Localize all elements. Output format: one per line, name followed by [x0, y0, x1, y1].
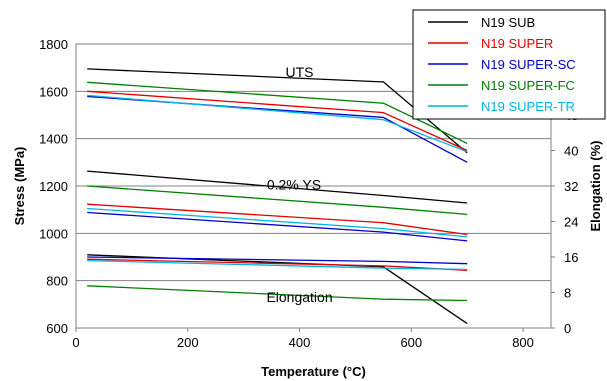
- legend-entry: N19 SUB: [481, 15, 535, 30]
- series-line-n19-super-fc-ys: [87, 185, 468, 216]
- y-tick-label: 1800: [39, 37, 68, 52]
- y2-tick-label: 8: [564, 286, 571, 301]
- annotation-elongation: Elongation: [266, 289, 332, 305]
- series-line-n19-super-fc-elongation-pct: [87, 285, 468, 302]
- series-line-n19-sub-ys: [87, 170, 468, 204]
- series-line-n19-sub-uts: [87, 68, 468, 154]
- series-line-n19-super-sc-elongation-pct: [87, 256, 468, 265]
- y2-tick-label: 0: [564, 321, 571, 336]
- y-tick-label: 1200: [39, 179, 68, 194]
- legend-entry: N19 SUPER: [481, 36, 553, 51]
- series-line-n19-super-ys: [87, 203, 468, 236]
- legend-entry: N19 SUPER-TR: [481, 99, 575, 114]
- y-tick-label: 1000: [39, 226, 68, 241]
- y-tick-label: 600: [46, 321, 68, 336]
- y-tick-label: 800: [46, 274, 68, 289]
- y2-tick-label: 32: [564, 179, 578, 194]
- y2-tick-label: 24: [564, 215, 578, 230]
- x-tick-label: 800: [512, 335, 534, 350]
- series-line-n19-super-uts: [87, 90, 468, 152]
- x-tick-label: 0: [72, 335, 79, 350]
- annotation-uts: UTS: [286, 64, 314, 80]
- y2-axis-title: Elongation (%): [588, 141, 603, 232]
- x-tick-label: 400: [289, 335, 311, 350]
- x-tick-label: 200: [177, 335, 199, 350]
- legend-entry: N19 SUPER-SC: [481, 57, 576, 72]
- series-line-n19-super-sc-ys: [87, 211, 468, 242]
- x-tick-label: 600: [400, 335, 422, 350]
- y2-tick-label: 16: [564, 250, 578, 265]
- y-tick-label: 1400: [39, 132, 68, 147]
- series-lines: [87, 68, 468, 325]
- y2-tick-label: 40: [564, 144, 578, 159]
- annotations: UTS 0.2% YS Elongation: [266, 64, 332, 305]
- series-line-n19-super-tr-uts: [87, 94, 468, 153]
- y-axis-title: Stress (MPa): [12, 147, 27, 226]
- legend-entry: N19 SUPER-FC: [481, 78, 575, 93]
- series-line-n19-super-fc-uts: [87, 81, 468, 144]
- y-tick-label: 1600: [39, 84, 68, 99]
- x-axis-title: Temperature (°C): [261, 364, 366, 379]
- series-line-n19-super-tr-elongation-pct: [87, 259, 468, 271]
- annotation-0-2-ys: 0.2% YS: [267, 177, 321, 193]
- legend: N19 SUB N19 SUPER N19 SUPER-SC N19 SUPER-FC…: [412, 9, 606, 120]
- series-line-n19-super-tr-ys: [87, 207, 468, 238]
